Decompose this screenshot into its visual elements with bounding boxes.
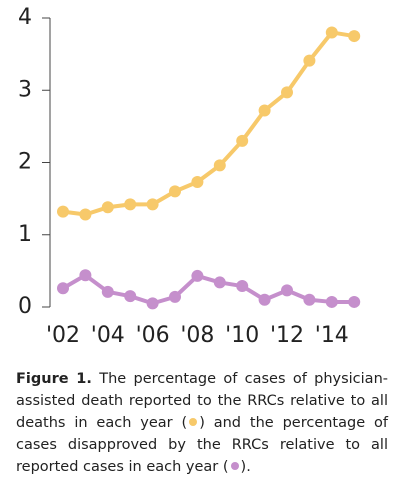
data-point bbox=[146, 198, 159, 211]
y-tick-label: 0 bbox=[18, 294, 32, 319]
data-point bbox=[236, 280, 249, 293]
data-point bbox=[124, 290, 137, 303]
data-point bbox=[236, 134, 249, 147]
data-point bbox=[258, 104, 271, 117]
x-tick-label: '02 bbox=[46, 323, 80, 348]
legend-dot bbox=[230, 462, 239, 470]
data-point bbox=[325, 26, 338, 39]
data-point bbox=[348, 30, 361, 43]
data-point bbox=[169, 290, 181, 303]
y-tick-label: 1 bbox=[18, 222, 32, 247]
legend-dot bbox=[189, 418, 198, 426]
data-point bbox=[191, 269, 204, 282]
chart: 0 1 2 3 4 '02 '04 '06 '08 '10 '12 '14 bbox=[18, 5, 361, 348]
y-tick-label: 2 bbox=[18, 150, 32, 175]
data-point bbox=[348, 295, 361, 308]
data-point bbox=[281, 86, 293, 99]
data-point bbox=[101, 285, 114, 298]
data-point bbox=[146, 297, 159, 310]
data-point bbox=[79, 269, 92, 282]
y-tick-label: 3 bbox=[18, 77, 32, 102]
data-point bbox=[124, 198, 137, 211]
x-tick-label: '10 bbox=[225, 323, 259, 348]
x-tick-label: '08 bbox=[180, 323, 214, 348]
data-point bbox=[169, 185, 181, 198]
data-point bbox=[258, 293, 271, 306]
data-point bbox=[57, 205, 69, 218]
data-point bbox=[213, 159, 226, 172]
data-point bbox=[213, 276, 226, 289]
data-point bbox=[325, 295, 338, 308]
x-tick-label: '04 bbox=[91, 323, 125, 348]
data-point bbox=[191, 176, 204, 189]
data-point bbox=[101, 201, 114, 214]
caption-text: ). bbox=[240, 459, 251, 475]
data-point bbox=[281, 284, 293, 297]
x-tick-label: '14 bbox=[315, 323, 349, 348]
data-point bbox=[79, 208, 92, 221]
caption: Figure 1. The percentage of cases of phy… bbox=[16, 368, 388, 478]
caption-label: Figure 1. bbox=[16, 371, 92, 387]
x-tick-label: '12 bbox=[270, 323, 304, 348]
data-point bbox=[303, 293, 316, 306]
y-tick-label: 4 bbox=[18, 5, 32, 30]
caption-text: The percentage of cases of physician-ass… bbox=[16, 371, 388, 431]
data-point bbox=[303, 54, 316, 67]
x-tick-label: '06 bbox=[136, 323, 170, 348]
caption-text: ) and the percentage of cases disapprove… bbox=[16, 415, 388, 475]
data-point bbox=[57, 282, 69, 295]
